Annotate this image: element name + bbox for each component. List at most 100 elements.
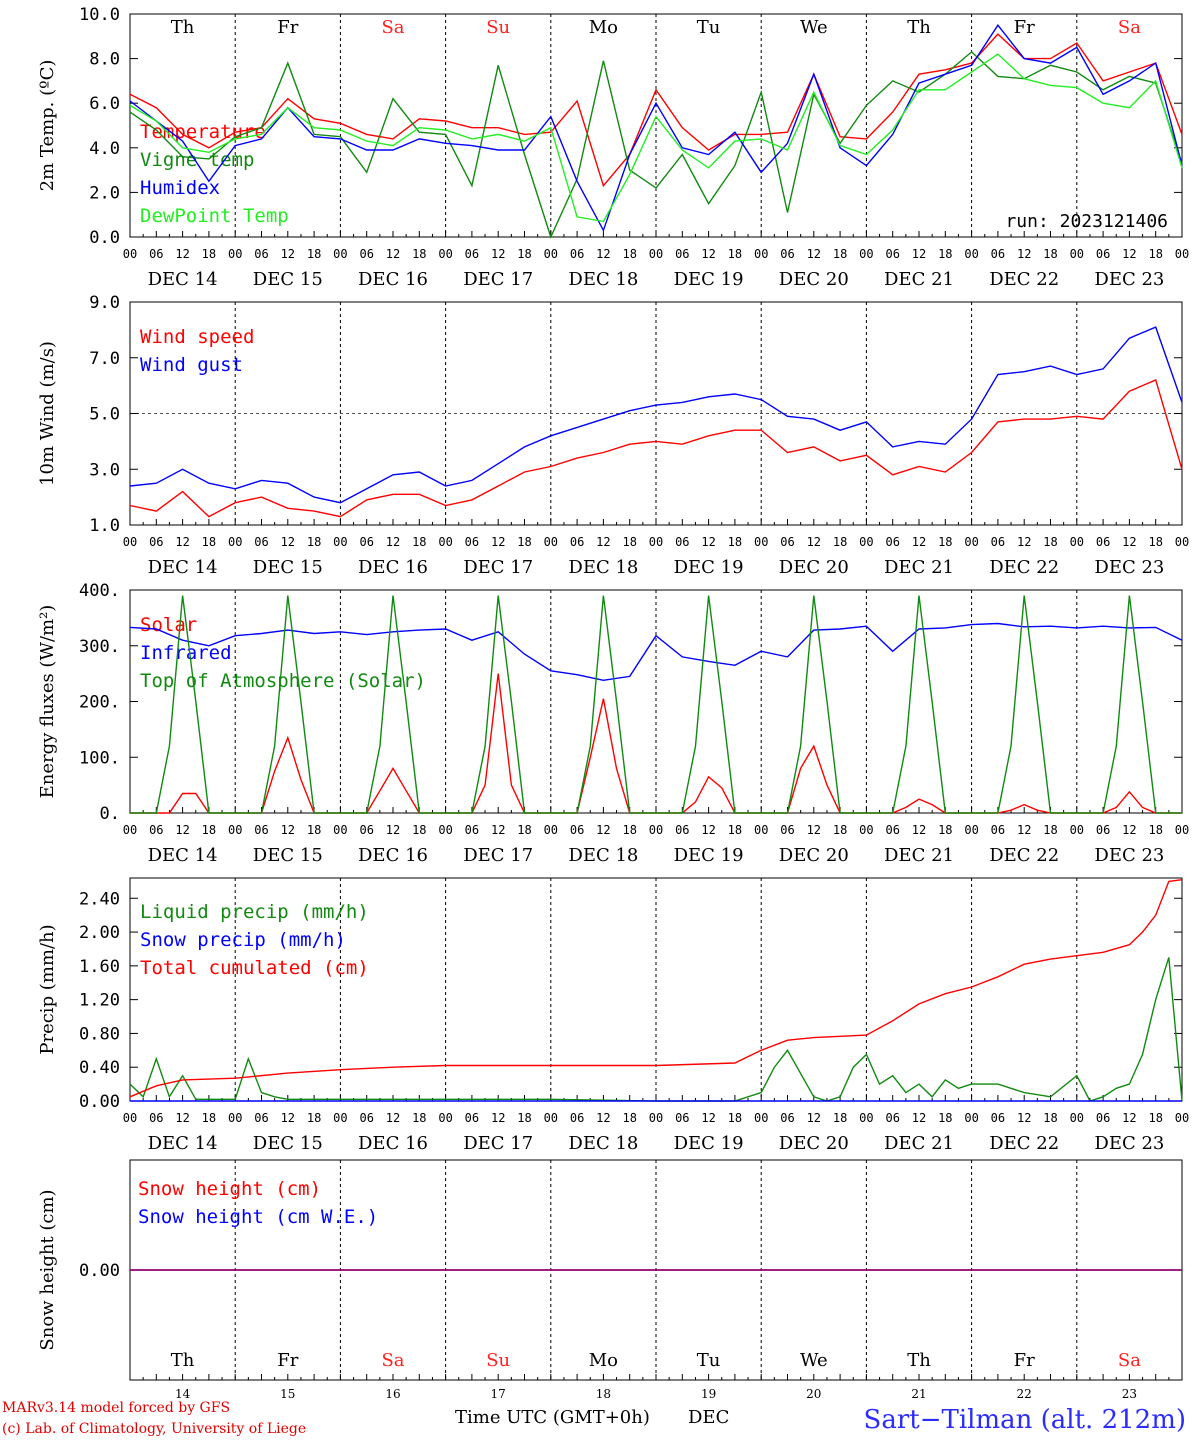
- hour-tick-label: 12: [701, 1111, 715, 1125]
- day-of-week-label: Th: [907, 17, 931, 38]
- y-tick-label: 4.0: [89, 139, 120, 159]
- day-of-week-label: Fr: [1014, 1350, 1035, 1371]
- hour-tick-label: 18: [938, 1111, 952, 1125]
- legend-entry: Infrared: [140, 642, 232, 664]
- legend-entry: Solar: [140, 614, 197, 636]
- y-tick-label: 0.0: [89, 228, 120, 248]
- hour-tick-label: 06: [991, 823, 1005, 837]
- legend-entry: DewPoint Temp: [140, 205, 289, 227]
- date-label: DEC 15: [253, 845, 323, 866]
- hour-tick-label: 06: [465, 1111, 479, 1125]
- hour-tick-label: 06: [149, 535, 163, 549]
- date-label: DEC 19: [674, 845, 744, 866]
- legend-entry: Liquid precip (mm/h): [140, 901, 369, 923]
- date-label: DEC 23: [1094, 845, 1164, 866]
- hour-tick-label: 06: [675, 1111, 689, 1125]
- hour-tick-label: 00: [1175, 1111, 1189, 1125]
- date-label: DEC 18: [568, 557, 638, 578]
- hour-tick-label: 00: [123, 1111, 137, 1125]
- date-label: DEC 18: [568, 1133, 638, 1154]
- hour-tick-label: 06: [1096, 823, 1110, 837]
- day-number-label: 16: [385, 1387, 400, 1401]
- y-axis-label: 2m Temp. (ºC): [37, 60, 58, 192]
- day-of-week-label: Fr: [277, 1350, 298, 1371]
- y-tick-label: 9.0: [89, 293, 120, 313]
- date-label: DEC 18: [568, 845, 638, 866]
- y-tick-label: 0.40: [79, 1058, 120, 1078]
- y-axis-label: Precip (mm/h): [37, 924, 58, 1054]
- date-label: DEC 14: [148, 845, 218, 866]
- hour-tick-label: 06: [780, 1111, 794, 1125]
- hour-tick-label: 00: [544, 823, 558, 837]
- y-tick-label: 7.0: [89, 349, 120, 369]
- y-tick-label: 1.60: [79, 957, 120, 977]
- lab-credit: (c) Lab. of Climatology, University of L…: [2, 1421, 306, 1437]
- hour-tick-label: 06: [1096, 535, 1110, 549]
- hour-tick-label: 06: [465, 535, 479, 549]
- day-number-label: 19: [701, 1387, 716, 1401]
- hour-tick-label: 06: [885, 1111, 899, 1125]
- day-number-label: 23: [1122, 1387, 1137, 1401]
- hour-tick-label: 00: [754, 1111, 768, 1125]
- hour-tick-label: 00: [859, 1111, 873, 1125]
- hour-tick-label: 18: [202, 535, 216, 549]
- hour-tick-label: 00: [859, 247, 873, 261]
- date-label: DEC 16: [358, 269, 428, 290]
- hour-tick-label: 18: [833, 1111, 847, 1125]
- series-vigne-temp: [129, 50, 1183, 239]
- day-of-week-label: Su: [486, 1350, 510, 1371]
- y-tick-label: 1.20: [79, 991, 120, 1011]
- hour-tick-label: 06: [359, 247, 373, 261]
- hour-tick-label: 12: [701, 535, 715, 549]
- day-of-week-label: Sa: [381, 17, 404, 38]
- hour-tick-label: 18: [938, 535, 952, 549]
- day-number-label: 14: [175, 1387, 191, 1401]
- run-label: run: 2023121406: [1005, 211, 1168, 232]
- y-axis-label: 10m Wind (m/s): [37, 341, 58, 486]
- series-wind-speed: [129, 379, 1183, 518]
- footer: MARv3.14 model forced by GFS (c) Lab. of …: [2, 1400, 1186, 1437]
- hour-tick-label: 18: [202, 247, 216, 261]
- date-label: DEC 20: [779, 1133, 849, 1154]
- hour-tick-label: 06: [991, 535, 1005, 549]
- hour-tick-label: 00: [1070, 1111, 1084, 1125]
- y-axis-label: Snow height (cm): [37, 1189, 58, 1350]
- hour-tick-label: 06: [885, 247, 899, 261]
- hour-tick-label: 12: [1017, 823, 1031, 837]
- hour-tick-label: 12: [912, 247, 926, 261]
- hour-tick-label: 12: [596, 1111, 610, 1125]
- y-tick-label: 6.0: [89, 94, 120, 114]
- date-label: DEC 20: [779, 557, 849, 578]
- hour-tick-label: 00: [964, 1111, 978, 1125]
- hour-tick-label: 12: [596, 535, 610, 549]
- hour-tick-label: 18: [517, 535, 531, 549]
- hour-tick-label: 06: [359, 823, 373, 837]
- y-tick-label: 200.: [79, 693, 120, 713]
- hour-tick-label: 06: [1096, 247, 1110, 261]
- hour-tick-label: 00: [1175, 247, 1189, 261]
- hour-tick-label: 18: [202, 823, 216, 837]
- y-tick-label: 0.80: [79, 1024, 120, 1044]
- hour-tick-label: 00: [123, 247, 137, 261]
- hour-tick-label: 06: [780, 247, 794, 261]
- panel-snow: 0.00 Snow height (cm) Th Fr Sa Su Mo Tu We Th Fr Sa…: [37, 1159, 1183, 1401]
- day-of-week-label: Th: [171, 17, 195, 38]
- hour-tick-label: 00: [438, 1111, 452, 1125]
- date-label: DEC 21: [884, 1133, 954, 1154]
- y-tick-label: 8.0: [89, 50, 120, 70]
- hour-tick-label: 00: [228, 535, 242, 549]
- date-label: DEC 22: [989, 1133, 1059, 1154]
- date-label: DEC 17: [463, 557, 533, 578]
- day-of-week-label: Su: [486, 17, 510, 38]
- y-tick-label: 5.0: [89, 405, 120, 425]
- hour-tick-label: 00: [1175, 823, 1189, 837]
- hour-tick-label: 18: [833, 247, 847, 261]
- date-label: DEC 18: [568, 269, 638, 290]
- date-label: DEC 17: [463, 1133, 533, 1154]
- day-of-week-label: Fr: [1014, 17, 1035, 38]
- legend-entry: Wind gust: [140, 354, 243, 376]
- day-of-week-label: Sa: [1118, 1350, 1141, 1371]
- hour-tick-label: 18: [202, 1111, 216, 1125]
- day-of-week-label: Fr: [277, 17, 298, 38]
- hour-tick-label: 12: [175, 1111, 189, 1125]
